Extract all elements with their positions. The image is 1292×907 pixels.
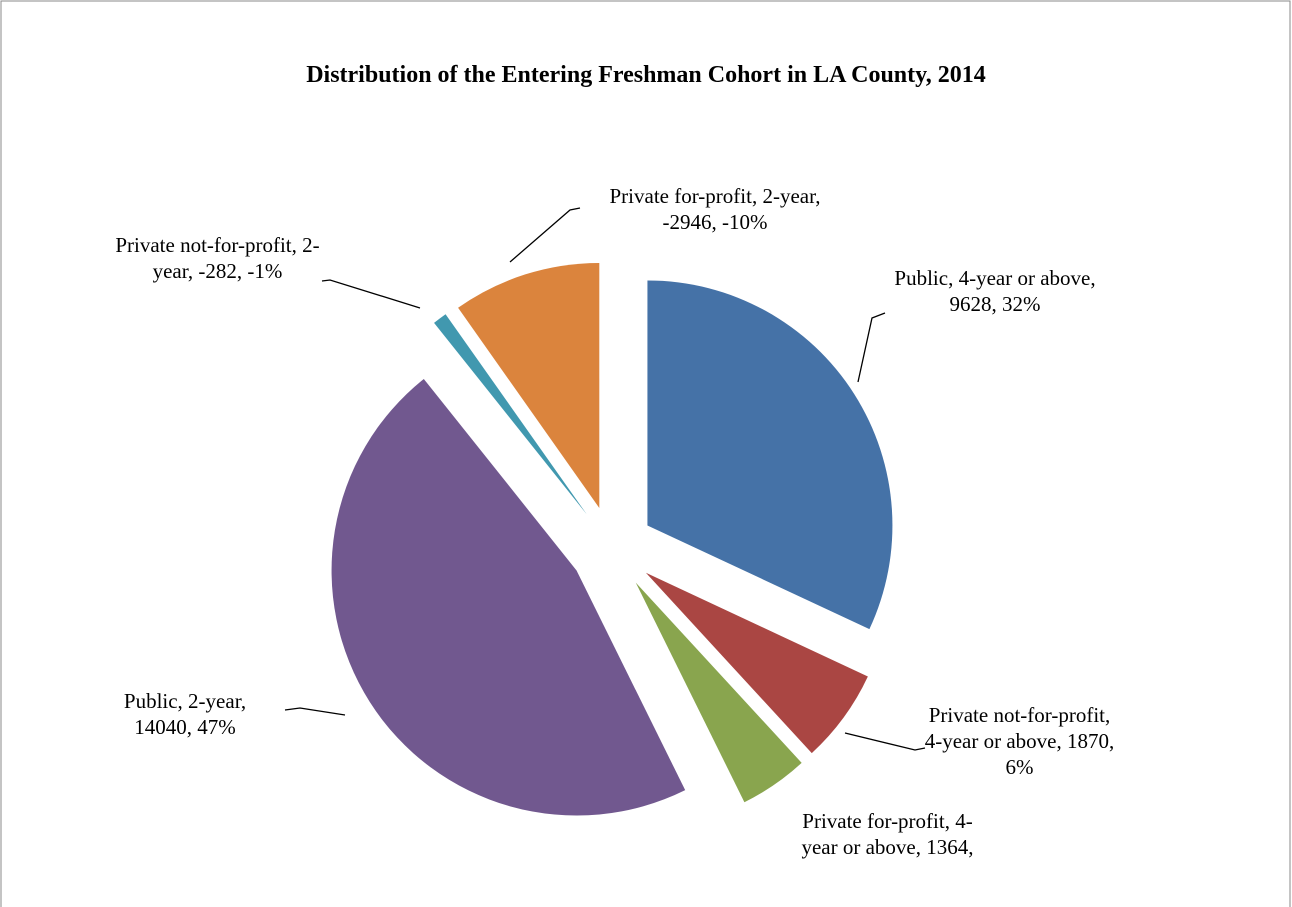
pie-slice xyxy=(635,582,802,803)
data-label: Private for-profit, 2-year, -2946, -10% xyxy=(609,184,821,234)
chart-title: Distribution of the Entering Freshman Co… xyxy=(306,62,986,88)
data-label: Private not-for-profit, 2-year, -282, -1… xyxy=(115,233,320,283)
leader-line xyxy=(321,279,421,309)
leader-line xyxy=(284,707,346,716)
data-label: Private for-profit, 4-year or above, 136… xyxy=(801,809,974,859)
pie-slice xyxy=(434,314,587,515)
leader-line xyxy=(844,732,926,751)
pie-slice xyxy=(647,280,893,630)
data-label: Private not-for-profit, 4-year or above,… xyxy=(924,703,1115,779)
pie-slice xyxy=(645,572,868,754)
pie-slice xyxy=(331,378,686,816)
slices xyxy=(331,262,893,816)
leader-line xyxy=(857,312,886,383)
data-label: Public, 2-year, 14040, 47% xyxy=(123,689,247,739)
pie-slice xyxy=(458,262,600,508)
leader-line xyxy=(509,207,581,263)
data-label: Public, 4-year or above, 9628, 32% xyxy=(894,266,1096,316)
